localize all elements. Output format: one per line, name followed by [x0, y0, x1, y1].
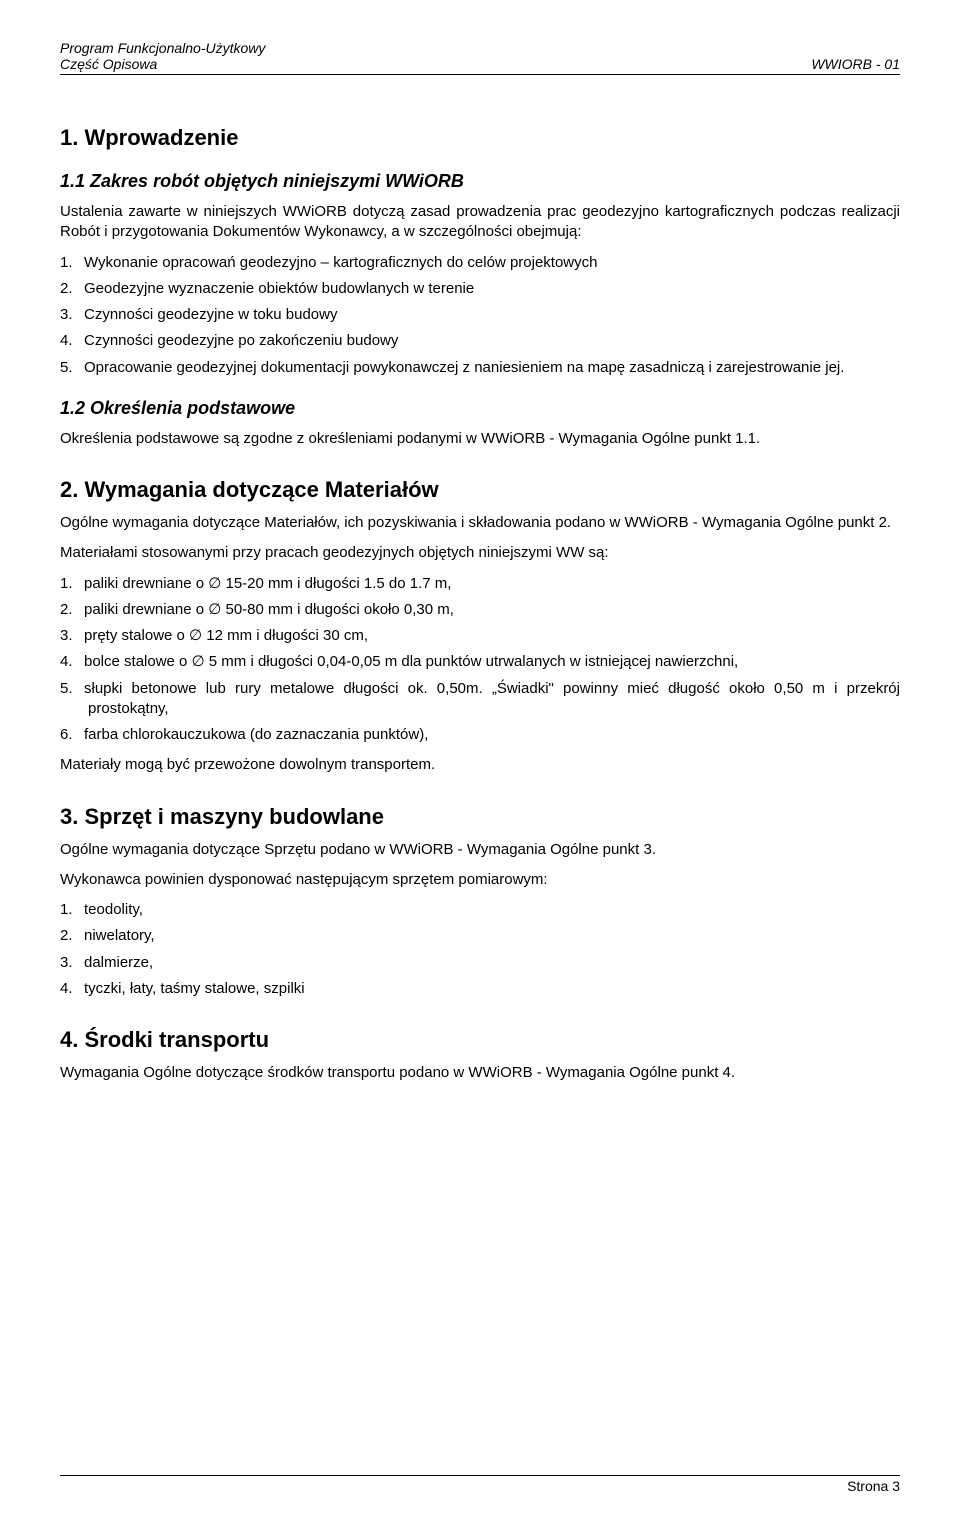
list-item: 3.pręty stalowe o ∅ 12 mm i długości 30 …	[60, 626, 900, 646]
list-item: 6.farba chlorokauczukowa (do zaznaczania…	[60, 725, 900, 745]
list-item: 1.paliki drewniane o ∅ 15-20 mm i długoś…	[60, 574, 900, 594]
list-item-text: Geodezyjne wyznaczenie obiektów budowlan…	[84, 280, 474, 297]
list-item: 2.paliki drewniane o ∅ 50-80 mm i długoś…	[60, 600, 900, 620]
list-item: 4.tyczki, łaty, taśmy stalowe, szpilki	[60, 979, 900, 999]
heading-4-transport: 4. Środki transportu	[60, 1027, 900, 1053]
list-item: 4.Czynności geodezyjne po zakończeniu bu…	[60, 331, 900, 351]
list-item-text: pręty stalowe o ∅ 12 mm i długości 30 cm…	[84, 627, 368, 644]
list-item: 3.Czynności geodezyjne w toku budowy	[60, 305, 900, 325]
list-item: 1.teodolity,	[60, 900, 900, 920]
list-item-text: Czynności geodezyjne po zakończeniu budo…	[84, 332, 398, 349]
list-item-text: bolce stalowe o ∅ 5 mm i długości 0,04-0…	[84, 653, 738, 670]
paragraph-1-2: Określenia podstawowe są zgodne z określ…	[60, 429, 900, 449]
header-title-1: Program Funkcjonalno-Użytkowy	[60, 40, 265, 56]
list-item-text: słupki betonowe lub rury metalowe długoś…	[84, 680, 900, 717]
paragraph-2-2: Materiałami stosowanymi przy pracach geo…	[60, 543, 900, 563]
list-item-text: niwelatory,	[84, 927, 155, 944]
heading-3-sprzet: 3. Sprzęt i maszyny budowlane	[60, 804, 900, 830]
paragraph-3-1: Ogólne wymagania dotyczące Sprzętu podan…	[60, 840, 900, 860]
list-item-text: Wykonanie opracowań geodezyjno – kartogr…	[84, 254, 597, 271]
paragraph-2-1: Ogólne wymagania dotyczące Materiałów, i…	[60, 513, 900, 533]
list-item: 2.niwelatory,	[60, 926, 900, 946]
header-right: WWIORB - 01	[811, 56, 900, 72]
list-item-text: teodolity,	[84, 901, 143, 918]
paragraph-2-3: Materiały mogą być przewożone dowolnym t…	[60, 755, 900, 775]
list-item: 5.słupki betonowe lub rury metalowe dług…	[60, 679, 900, 720]
list-item-text: Opracowanie geodezyjnej dokumentacji pow…	[84, 359, 844, 376]
list-item: 4.bolce stalowe o ∅ 5 mm i długości 0,04…	[60, 652, 900, 672]
list-item-text: paliki drewniane o ∅ 50-80 mm i długości…	[84, 601, 454, 618]
list-1-1: 1.Wykonanie opracowań geodezyjno – karto…	[60, 253, 900, 378]
paragraph-1-1-intro: Ustalenia zawarte w niniejszych WWiORB d…	[60, 202, 900, 243]
document-page: Program Funkcjonalno-Użytkowy Część Opis…	[0, 0, 960, 1522]
list-item: 1.Wykonanie opracowań geodezyjno – karto…	[60, 253, 900, 273]
paragraph-4-1: Wymagania Ogólne dotyczące środków trans…	[60, 1063, 900, 1083]
heading-1-wprowadzenie: 1. Wprowadzenie	[60, 125, 900, 151]
list-item-text: paliki drewniane o ∅ 15-20 mm i długości…	[84, 575, 451, 592]
list-item: 3.dalmierze,	[60, 953, 900, 973]
heading-2-wymagania: 2. Wymagania dotyczące Materiałów	[60, 477, 900, 503]
page-footer: Strona 3	[60, 1475, 900, 1494]
header-title-2: Część Opisowa	[60, 56, 265, 72]
list-2: 1.paliki drewniane o ∅ 15-20 mm i długoś…	[60, 574, 900, 746]
page-header: Program Funkcjonalno-Użytkowy Część Opis…	[60, 40, 900, 75]
page-number: Strona 3	[847, 1478, 900, 1494]
list-item: 5.Opracowanie geodezyjnej dokumentacji p…	[60, 358, 900, 378]
list-item-text: tyczki, łaty, taśmy stalowe, szpilki	[84, 980, 305, 997]
list-item-text: farba chlorokauczukowa (do zaznaczania p…	[84, 726, 428, 743]
heading-1-1-zakres: 1.1 Zakres robót objętych niniejszymi WW…	[60, 171, 900, 192]
header-left: Program Funkcjonalno-Użytkowy Część Opis…	[60, 40, 265, 72]
heading-1-2-okreslenia: 1.2 Określenia podstawowe	[60, 398, 900, 419]
list-item: 2.Geodezyjne wyznaczenie obiektów budowl…	[60, 279, 900, 299]
list-3: 1.teodolity, 2.niwelatory, 3.dalmierze, …	[60, 900, 900, 999]
list-item-text: Czynności geodezyjne w toku budowy	[84, 306, 337, 323]
paragraph-3-2: Wykonawca powinien dysponować następując…	[60, 870, 900, 890]
list-item-text: dalmierze,	[84, 954, 153, 971]
